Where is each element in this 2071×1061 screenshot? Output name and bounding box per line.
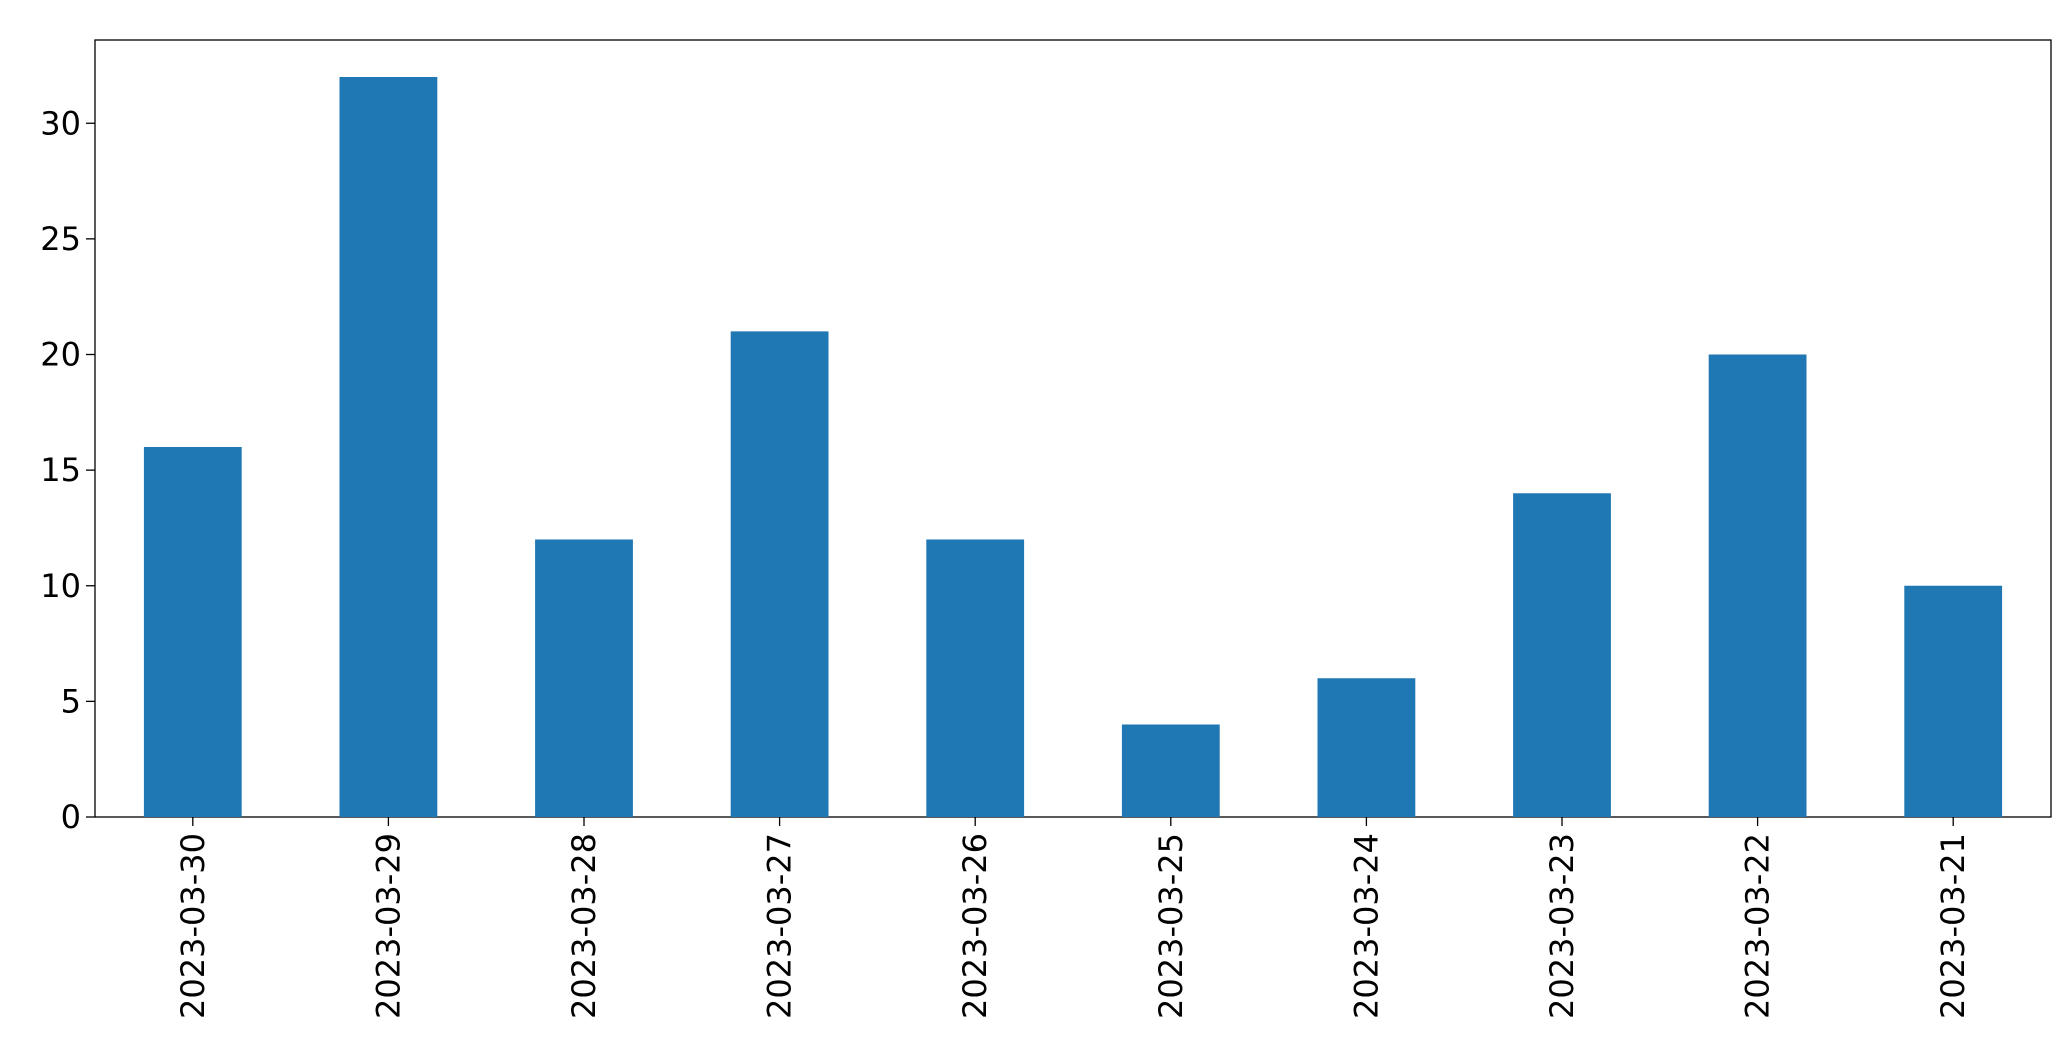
x-tick-label: 2023-03-29 xyxy=(369,833,407,1019)
bar xyxy=(535,539,633,817)
bar xyxy=(926,539,1025,817)
y-tick-label: 25 xyxy=(40,220,81,258)
bar xyxy=(1904,585,2003,817)
y-tick-label: 5 xyxy=(61,682,81,720)
bar xyxy=(143,447,242,817)
x-tick-label: 2023-03-30 xyxy=(174,833,212,1019)
x-tick-label: 2023-03-23 xyxy=(1543,833,1581,1019)
x-tick-label: 2023-03-28 xyxy=(565,833,603,1019)
plot-frame xyxy=(94,39,2052,818)
bar xyxy=(1121,724,1220,817)
y-tick-label: 20 xyxy=(40,336,81,374)
bar xyxy=(1317,678,1416,817)
bar xyxy=(1708,354,1807,817)
y-tick-label: 0 xyxy=(61,798,81,836)
bar xyxy=(730,331,829,817)
y-tick-label: 15 xyxy=(40,451,81,489)
x-tick-label: 2023-03-24 xyxy=(1347,833,1385,1019)
x-tick-label: 2023-03-25 xyxy=(1152,833,1190,1019)
x-tick-label: 2023-03-26 xyxy=(956,833,994,1019)
y-tick-label: 30 xyxy=(40,104,81,142)
y-tick-label: 10 xyxy=(40,567,81,605)
x-tick-label: 2023-03-22 xyxy=(1739,833,1777,1019)
x-tick-label: 2023-03-27 xyxy=(761,833,799,1019)
bar xyxy=(1513,493,1611,817)
x-tick-label: 2023-03-21 xyxy=(1934,833,1972,1019)
bar xyxy=(339,77,438,817)
